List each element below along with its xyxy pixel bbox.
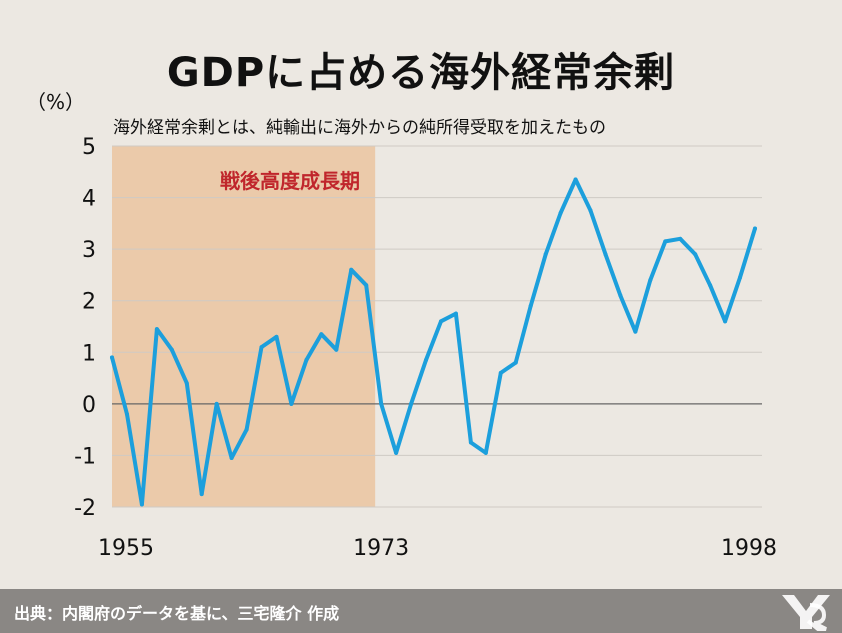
y-tick-label: 0 bbox=[82, 393, 96, 418]
data-point bbox=[124, 412, 129, 417]
data-point bbox=[753, 226, 757, 231]
y-tick-label: 5 bbox=[82, 135, 96, 160]
data-point bbox=[349, 267, 354, 272]
x-tick-label: 1955 bbox=[98, 536, 154, 561]
data-point bbox=[409, 401, 414, 406]
data-point bbox=[214, 401, 219, 406]
y-tick-label: 2 bbox=[82, 290, 96, 315]
data-point bbox=[723, 319, 728, 324]
shaded-period-band bbox=[112, 146, 376, 507]
data-point bbox=[379, 401, 384, 406]
data-point bbox=[633, 329, 638, 334]
brand-logo-icon bbox=[782, 595, 830, 631]
y-tick-label: 3 bbox=[82, 238, 96, 263]
data-point bbox=[618, 293, 623, 298]
chart-subtitle: 海外経常余剰とは、純輸出に海外からの純所得受取を加えたもの bbox=[113, 118, 606, 138]
data-point bbox=[708, 283, 713, 288]
data-point bbox=[558, 211, 563, 216]
data-point bbox=[199, 492, 204, 497]
chart: 戦後高度成長期 （%） 海外経常余剰とは、純輸出に海外からの純所得受取を加えたも… bbox=[26, 90, 777, 561]
data-point bbox=[438, 319, 443, 324]
page-title: GDPに占める海外経常余剰 bbox=[166, 50, 676, 96]
data-point bbox=[364, 283, 369, 288]
data-point bbox=[528, 303, 533, 308]
shaded-period-label: 戦後高度成長期 bbox=[220, 169, 360, 193]
source-credit: 出典：内閣府のデータを基に、三宅隆介 作成 bbox=[14, 604, 340, 623]
data-point bbox=[169, 347, 174, 352]
x-axis-ticks: 1955 1973 1998 bbox=[98, 536, 777, 561]
data-point bbox=[588, 208, 593, 213]
data-point bbox=[573, 177, 578, 182]
data-point bbox=[289, 401, 294, 406]
footer-bar: 出典：内閣府のデータを基に、三宅隆介 作成 bbox=[0, 589, 842, 633]
data-point bbox=[498, 370, 503, 375]
data-point bbox=[663, 239, 668, 244]
data-point bbox=[244, 427, 249, 432]
data-point bbox=[334, 347, 339, 352]
data-points bbox=[110, 177, 757, 507]
data-point bbox=[184, 381, 189, 386]
grid-lines bbox=[112, 145, 762, 508]
data-point bbox=[693, 252, 698, 257]
data-point bbox=[319, 332, 324, 337]
x-tick-label: 1998 bbox=[721, 536, 777, 561]
y-tick-label: 1 bbox=[82, 341, 96, 366]
data-point bbox=[648, 278, 653, 283]
y-axis-unit-label: （%） bbox=[26, 90, 85, 114]
data-point bbox=[229, 456, 234, 461]
x-tick-label: 1973 bbox=[353, 536, 409, 561]
series-line bbox=[110, 177, 757, 507]
data-point bbox=[738, 275, 743, 280]
y-tick-label: -1 bbox=[74, 444, 96, 469]
data-point bbox=[274, 334, 279, 339]
data-point bbox=[424, 358, 429, 363]
data-point bbox=[468, 440, 473, 445]
data-point bbox=[483, 450, 488, 455]
data-point bbox=[513, 360, 518, 365]
data-point bbox=[543, 252, 548, 257]
data-point bbox=[259, 345, 264, 350]
data-point bbox=[110, 355, 114, 360]
data-point bbox=[603, 252, 608, 257]
data-point bbox=[304, 358, 309, 363]
data-point bbox=[678, 236, 683, 241]
y-tick-label: -2 bbox=[74, 496, 96, 521]
data-point bbox=[139, 502, 144, 507]
data-point bbox=[453, 311, 458, 316]
data-point bbox=[394, 450, 399, 455]
y-axis-ticks: 5 4 3 2 1 0 -1 -2 bbox=[74, 135, 96, 521]
data-point bbox=[154, 327, 159, 332]
y-tick-label: 4 bbox=[82, 187, 96, 212]
